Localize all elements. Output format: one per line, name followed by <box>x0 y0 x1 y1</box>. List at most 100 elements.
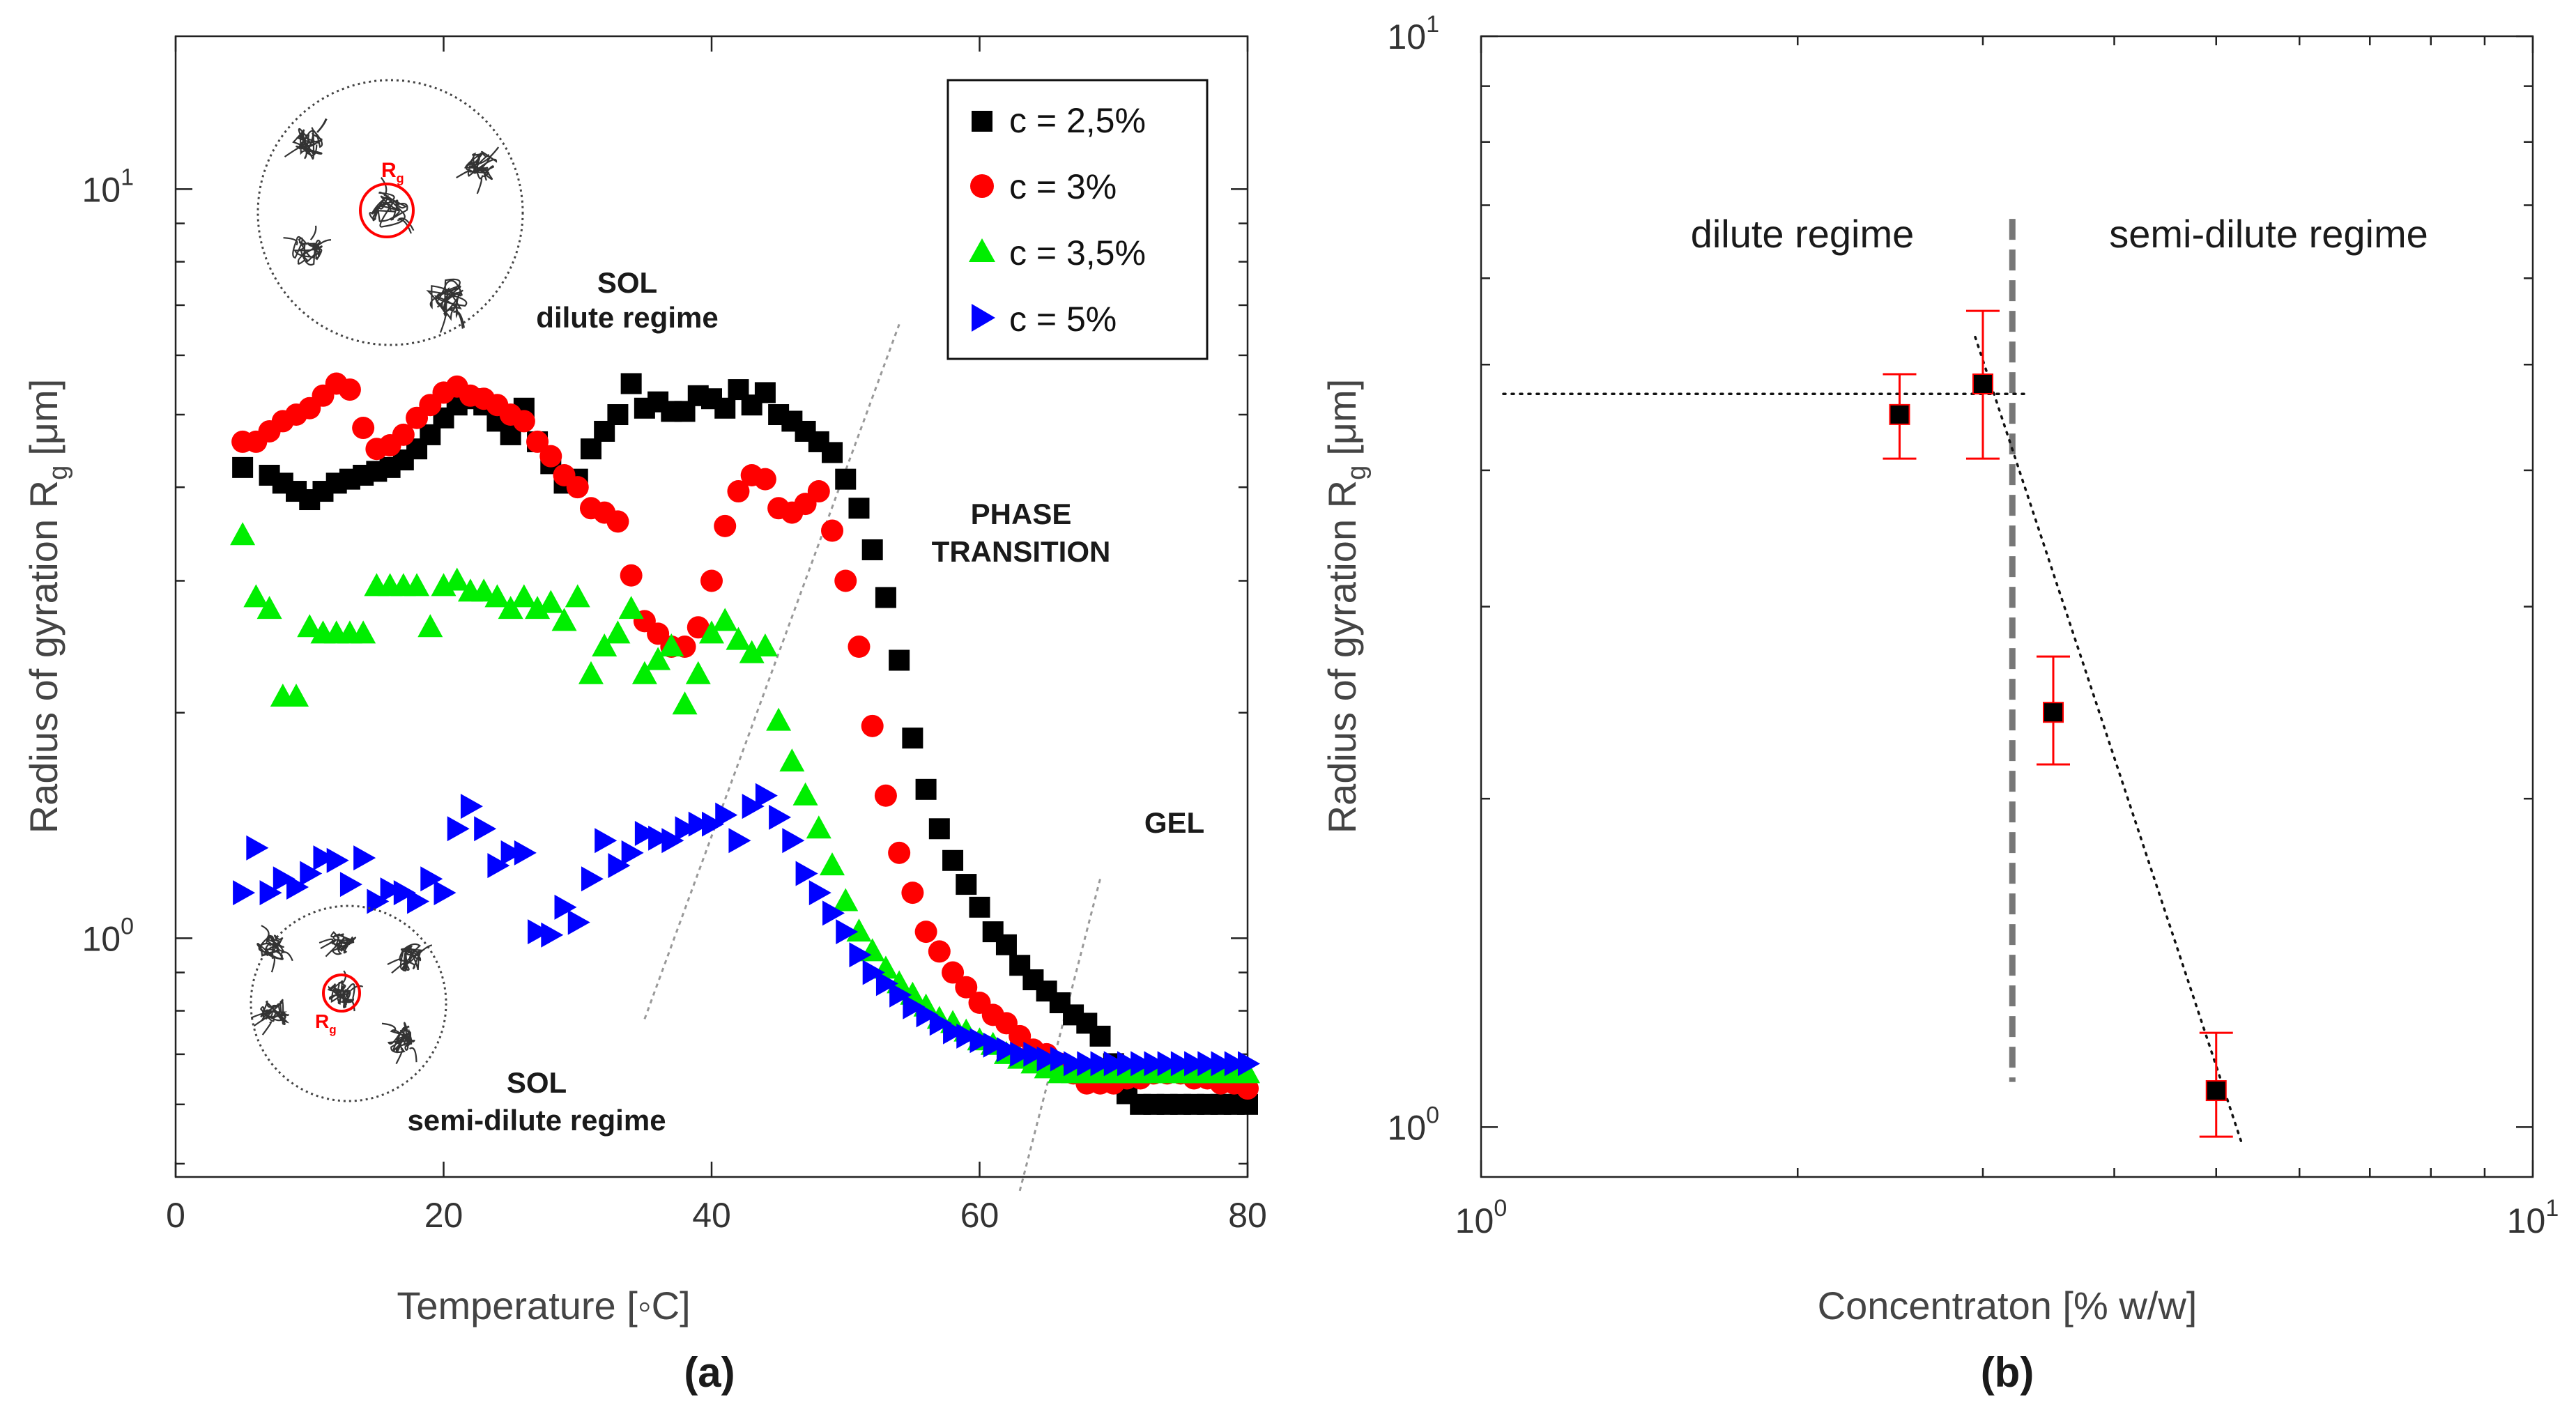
panel-a-point-series-2 <box>297 614 323 638</box>
panel-a-point-series-3 <box>1023 1041 1046 1067</box>
legend: c = 2,5% c = 3% c = 3,5% c = 5% <box>946 79 1209 360</box>
legend-marker-c35 <box>969 238 995 262</box>
panel-a-point-series-3 <box>273 866 296 892</box>
panel-a-point-series-2 <box>498 596 523 620</box>
annotation-sol-dilute-line2: dilute regime <box>536 301 718 334</box>
panel-a-data-points <box>230 372 1260 1115</box>
inset-semidilute-circle <box>250 905 447 1102</box>
polymer-coil-icon <box>292 127 323 160</box>
panel-a-point-series-3 <box>420 866 443 892</box>
panel-a-guide-line <box>643 323 900 1019</box>
panel-a-guide-line <box>1018 878 1101 1192</box>
inset-dilute: Rg <box>256 79 524 346</box>
panel-a-ylabel: Radius of gyration Rg[μm] <box>22 379 73 834</box>
panel-a-point-series-3 <box>1036 1046 1059 1072</box>
legend-marker-c25 <box>972 111 992 132</box>
panel-a-point-series-2 <box>726 626 751 650</box>
polymer-chain-icon <box>420 944 433 953</box>
polymer-coil-icon <box>327 980 355 1008</box>
panel-a-point-series-3 <box>567 909 590 935</box>
panel-b-subplot-label: (b) <box>1981 1349 2034 1396</box>
panel-a-point-series-1 <box>566 476 589 499</box>
panel-b-point <box>2042 702 2064 723</box>
panel-a-point-series-3 <box>407 888 430 914</box>
panel-a-point-series-3 <box>808 880 831 906</box>
panel-a-point-series-3 <box>500 840 523 865</box>
panel-a-point-series-3 <box>1144 1051 1167 1077</box>
panel-a-point-series-1 <box>714 514 737 537</box>
panel-a-point-series-2 <box>404 573 430 597</box>
panel-a-point-series-3 <box>621 840 644 865</box>
panel-a-point-series-2 <box>525 596 551 620</box>
panel-a-point-series-1 <box>848 636 871 659</box>
legend-label-c35: c = 3,5% <box>1009 233 1146 272</box>
polymer-coil-icon <box>369 192 408 228</box>
panel-a-point-series-1 <box>821 519 844 542</box>
panel-a-point-series-0 <box>848 498 870 519</box>
panel-b-xtick-label: 100 <box>1455 1195 1508 1240</box>
inset-dilute-coils <box>283 118 500 333</box>
polymer-chain-icon <box>316 118 328 133</box>
panel-a-point-series-3 <box>367 888 390 914</box>
panel-a-point-series-3 <box>608 853 631 879</box>
panel-a-point-series-1 <box>512 410 535 433</box>
legend-label-c5: c = 5% <box>1009 300 1117 339</box>
panel-a-point-series-3 <box>528 919 551 945</box>
panel-a-point-series-1 <box>942 961 965 984</box>
panel-a-point-series-1 <box>687 616 710 639</box>
panel-a-point-series-3 <box>983 1032 1006 1058</box>
panel-b-xlabel: Concentraton [% w/w] <box>1818 1284 2198 1328</box>
panel-a-point-series-2 <box>631 661 657 684</box>
panel-a-point-series-3 <box>769 804 792 830</box>
panel-a-point-series-3 <box>688 811 711 837</box>
legend-label-c3: c = 3% <box>1009 167 1117 206</box>
panel-a-point-series-3 <box>956 1023 979 1049</box>
polymer-coil-icon <box>328 931 357 955</box>
panel-a-point-series-3 <box>393 880 416 906</box>
panel-a-point-series-3 <box>554 894 577 920</box>
inset-dilute-circle <box>256 79 524 346</box>
panel-a-point-series-1 <box>338 378 361 401</box>
panel-a-point-series-3 <box>862 960 885 985</box>
panel-a-point-series-1 <box>914 921 937 944</box>
inset-semidilute: Rg <box>250 905 447 1102</box>
panel-a-point-series-3 <box>339 872 362 898</box>
panel-a-point-series-3 <box>849 942 872 968</box>
panel-a-point-series-1 <box>901 882 924 905</box>
polymer-chain-icon <box>284 146 301 157</box>
polymer-chain-icon <box>280 951 293 962</box>
inset-dilute-rg-circle <box>359 183 415 238</box>
panel-a-point-series-3 <box>634 820 657 846</box>
panel-a-point-series-1 <box>539 445 562 468</box>
panel-a-point-series-2 <box>256 596 282 620</box>
panel-b-ticks: 100 101 100 101 <box>1387 11 2559 1240</box>
panel-a-point-series-3 <box>875 971 898 996</box>
panel-a-point-series-3 <box>447 816 470 842</box>
panel-a-xtick-label: 0 <box>166 1196 185 1235</box>
panel-a-point-series-3 <box>380 877 403 903</box>
polymer-chain-icon <box>409 1047 417 1063</box>
panel-a-point-series-2 <box>820 852 845 876</box>
panel-a-point-series-3 <box>1184 1051 1207 1077</box>
panel-a-point-series-1 <box>727 480 750 503</box>
panel-a-point-series-2 <box>484 584 510 608</box>
polymer-chain-icon <box>456 169 472 179</box>
panel-a-guide-lines <box>643 323 1101 1192</box>
panel-a-point-series-3 <box>474 816 497 842</box>
panel-b-data-points <box>1883 309 2233 1138</box>
annotation-sol-semidilute-line1: SOL <box>507 1066 567 1099</box>
panel-a-point-series-3 <box>836 919 859 945</box>
polymer-chain-icon <box>316 239 332 247</box>
panel-a-point-series-2 <box>846 918 872 942</box>
panel-a-point-series-3 <box>929 1010 952 1036</box>
panel-a-point-series-3 <box>353 845 376 871</box>
panel-a-ytick-label: 101 <box>82 164 134 209</box>
polymer-chain-icon <box>253 1017 268 1027</box>
panel-a-ytick-label: 100 <box>82 913 134 958</box>
panel-a-subplot-label: (a) <box>684 1349 735 1396</box>
panel-a-point-series-3 <box>1050 1046 1073 1072</box>
polymer-chain-icon <box>380 177 388 197</box>
panel-a-point-series-0 <box>822 442 843 463</box>
legend-marker-c5 <box>972 304 995 332</box>
panel-a-point-series-3 <box>1077 1051 1100 1077</box>
